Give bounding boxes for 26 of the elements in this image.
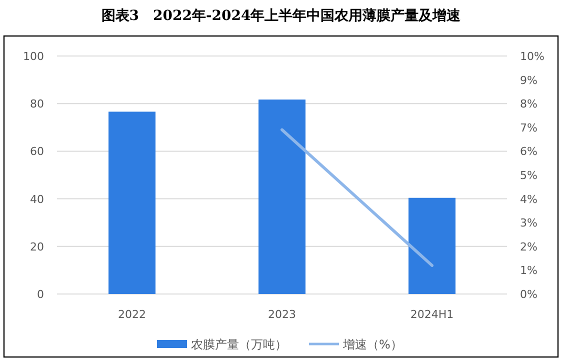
y2-tick-label: 0% <box>520 288 538 301</box>
y2-tick-label: 8% <box>520 98 538 111</box>
y2-tick-label: 5% <box>520 169 538 182</box>
y2-tick-label: 2% <box>520 240 538 254</box>
y2-tick-label: 3% <box>520 216 538 230</box>
y2-tick-label: 7% <box>520 121 538 134</box>
bar <box>108 112 156 294</box>
y-tick-label: 20 <box>30 240 44 254</box>
legend-label: 增速（%） <box>342 338 402 352</box>
y-tick-label: 60 <box>30 145 44 158</box>
y-tick-label: 0 <box>37 288 44 301</box>
y2-tick-label: 9% <box>520 74 538 87</box>
y2-tick-label: 1% <box>520 264 538 278</box>
chart-title: 图表3 2022年-2024年上半年中国农用薄膜产量及增速 <box>101 7 462 24</box>
y-tick-label: 100 <box>23 50 44 63</box>
x-tick-label: 2023 <box>268 308 296 321</box>
y-tick-label: 40 <box>30 192 44 206</box>
y2-tick-label: 4% <box>520 192 538 206</box>
x-tick-label: 2024H1 <box>410 308 454 321</box>
y2-tick-label: 6% <box>520 145 538 158</box>
legend-label: 农膜产量（万吨） <box>191 338 287 352</box>
y-tick-label: 80 <box>30 98 44 111</box>
bar <box>258 100 306 294</box>
x-tick-label: 2022 <box>118 308 146 321</box>
y2-tick-label: 10% <box>520 50 544 63</box>
bar <box>408 198 456 294</box>
